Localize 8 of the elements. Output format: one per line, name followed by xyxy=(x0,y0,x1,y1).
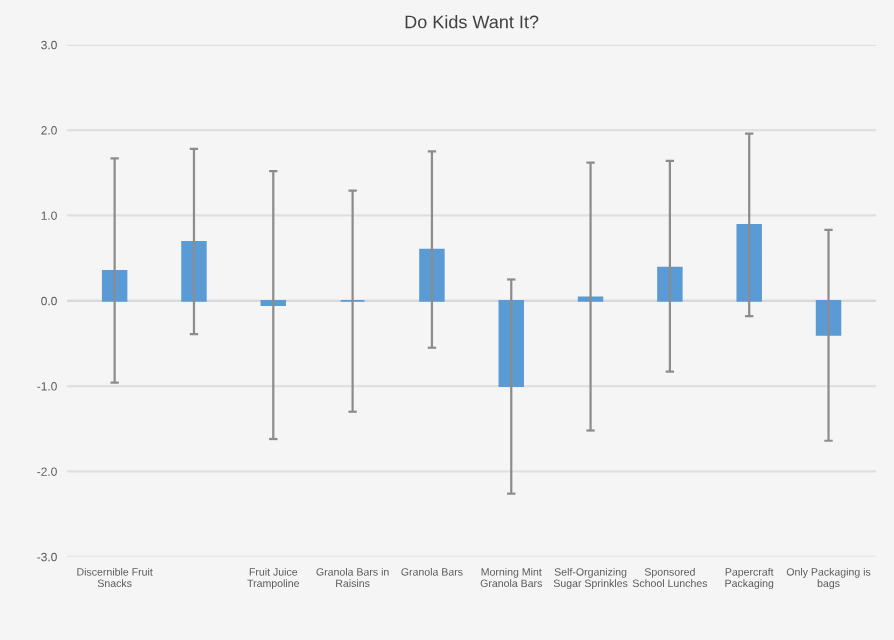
bar xyxy=(498,299,524,387)
bar xyxy=(736,224,762,302)
bar xyxy=(181,241,207,302)
bar xyxy=(419,248,445,302)
bar xyxy=(260,299,287,306)
bar xyxy=(657,266,683,302)
bar xyxy=(101,270,128,302)
chart-title: Do Kids Want It? xyxy=(405,15,539,29)
